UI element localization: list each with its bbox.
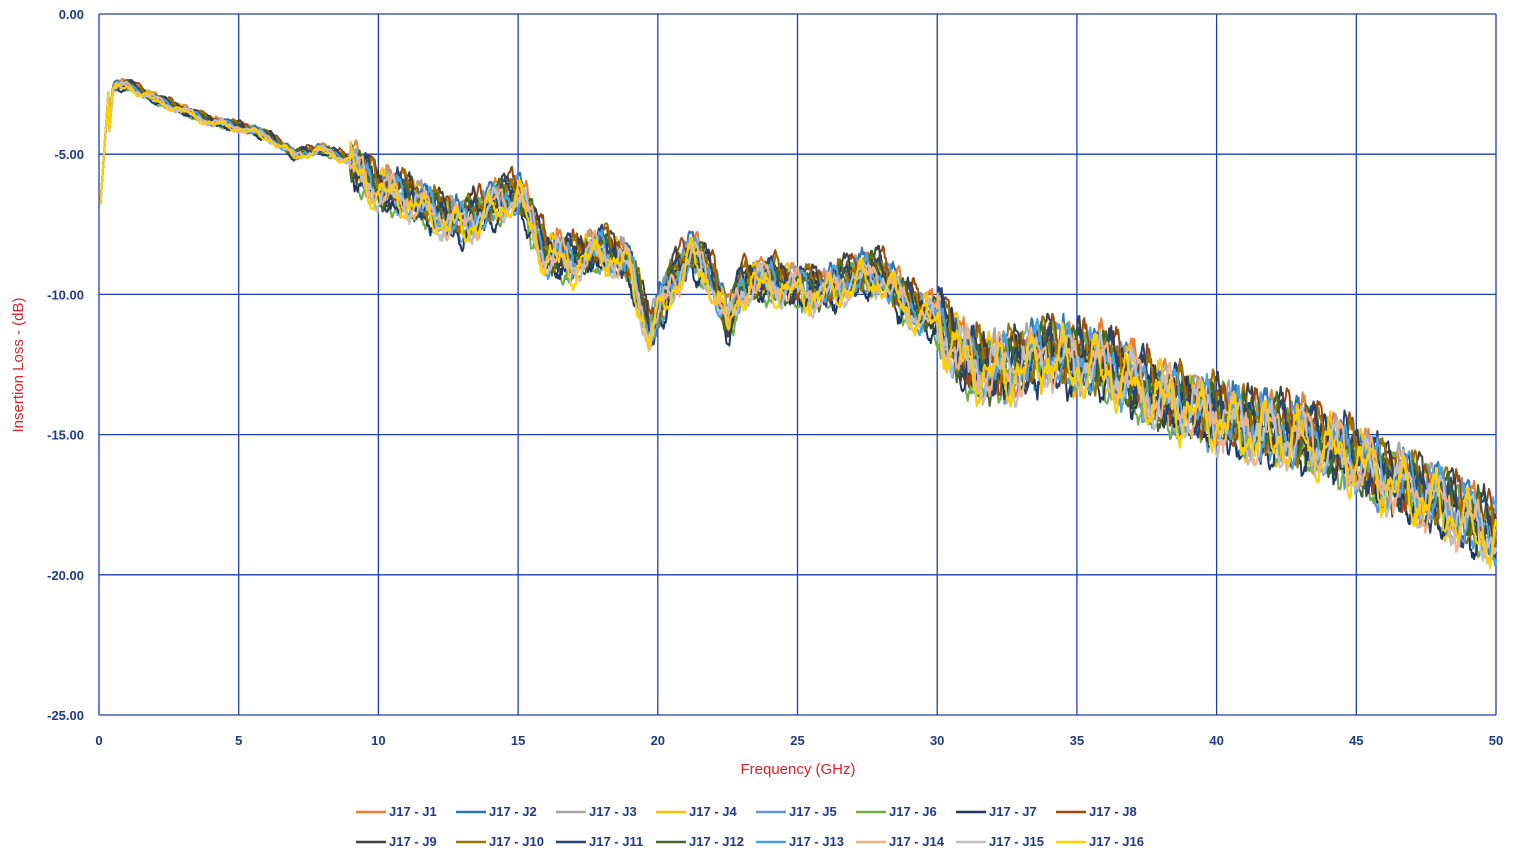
- series-line: [99, 80, 1497, 564]
- x-tick-label: 45: [1349, 733, 1363, 748]
- x-tick-label: 5: [235, 733, 242, 748]
- y-axis-title: Insertion Loss - (dB): [10, 297, 27, 432]
- x-tick-label: 40: [1209, 733, 1223, 748]
- x-tick-label: 50: [1489, 733, 1503, 748]
- legend-label: J17 - J10: [489, 834, 544, 849]
- y-axis-ticks: 0.00 -5.00 -10.00 -15.00 -20.00 -25.00: [47, 7, 84, 723]
- legend-label: J17 - J11: [589, 834, 643, 849]
- y-tick-label: -5.00: [54, 147, 84, 162]
- grid: [98, 13, 1497, 716]
- x-tick-label: 30: [930, 733, 944, 748]
- legend-label: J17 - J15: [989, 834, 1044, 849]
- legend-label: J17 - J6: [889, 804, 937, 819]
- x-axis-title: Frequency (GHz): [740, 761, 855, 778]
- legend-label: J17 - J8: [1089, 804, 1137, 819]
- x-tick-label: 15: [511, 733, 525, 748]
- y-tick-label: -15.00: [47, 428, 84, 443]
- legend-label: J17 - J3: [589, 804, 637, 819]
- legend-label: J17 - J14: [889, 834, 945, 849]
- legend-label: J17 - J4: [689, 804, 737, 819]
- legend-label: J17 - J9: [389, 834, 437, 849]
- legend-label: J17 - J7: [989, 804, 1037, 819]
- y-tick-label: 0.00: [59, 7, 84, 22]
- y-tick-label: -25.00: [47, 708, 84, 723]
- legend-label: J17 - J13: [789, 834, 844, 849]
- legend: J17 - J1 J17 - J2 J17 - J3 J17 - J4 J17 - J5…: [356, 804, 1144, 849]
- legend-label: J17 - J1: [389, 804, 437, 819]
- x-axis-ticks: 0 5 10 15 20 25 30 35 40 45 50: [95, 733, 1503, 748]
- legend-label: J17 - J5: [789, 804, 837, 819]
- x-tick-label: 20: [651, 733, 665, 748]
- x-tick-label: 10: [371, 733, 385, 748]
- series-lines: [99, 77, 1497, 569]
- x-tick-label: 35: [1070, 733, 1084, 748]
- legend-label: J17 - J16: [1089, 834, 1144, 849]
- y-tick-label: -20.00: [47, 568, 84, 583]
- y-tick-label: -10.00: [47, 287, 84, 302]
- x-tick-label: 0: [95, 733, 102, 748]
- series-line: [99, 82, 1497, 569]
- x-tick-label: 25: [790, 733, 804, 748]
- legend-label: J17 - J2: [489, 804, 537, 819]
- legend-label: J17 - J12: [689, 834, 744, 849]
